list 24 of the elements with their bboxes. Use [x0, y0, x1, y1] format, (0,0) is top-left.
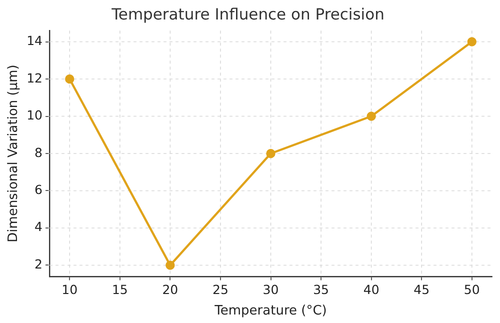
x-tick-label: 15 — [112, 282, 128, 298]
y-tick-label: 12 — [26, 70, 43, 86]
point — [65, 74, 74, 84]
y-tick-label: 4 — [34, 219, 43, 234]
x-axis-title: Temperature (°C) — [214, 304, 327, 319]
x-tick-label: 50 — [464, 282, 480, 298]
y-axis-title: Dimensional Variation (μm) — [6, 64, 22, 242]
y-tick-label: 6 — [34, 182, 43, 197]
x-tick-label: 30 — [262, 282, 279, 298]
point — [467, 37, 476, 46]
point — [366, 112, 376, 121]
y-tick-label: 2 — [34, 256, 43, 272]
x-tick-label: 20 — [162, 282, 178, 298]
chart-title: Temperature Influence on Precision — [110, 5, 384, 24]
x-tick-label: 45 — [414, 282, 430, 298]
y-tick-label: 10 — [26, 108, 43, 123]
y-tick-label: 8 — [34, 144, 43, 160]
x-tick-label: 35 — [313, 282, 329, 298]
point — [266, 148, 276, 158]
x-tick-label: 10 — [62, 282, 78, 298]
x-tick-label: 40 — [363, 282, 380, 298]
point — [166, 260, 175, 270]
x-tick-label: 25 — [212, 282, 228, 298]
y-tick-label: 14 — [26, 33, 43, 48]
